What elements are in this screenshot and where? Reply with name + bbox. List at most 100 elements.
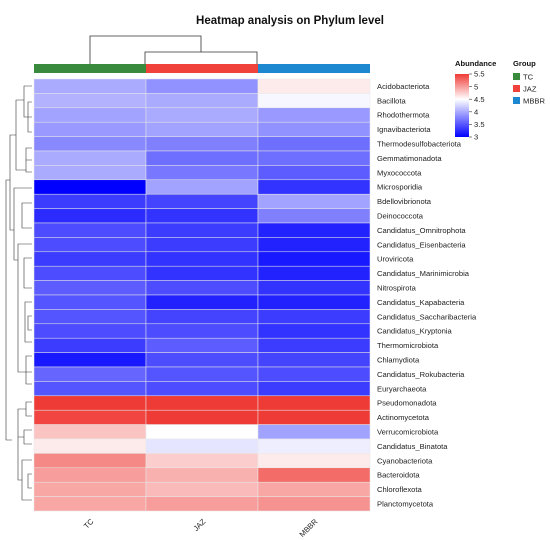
heatmap-cell	[33, 424, 147, 440]
column-dendrogram-outer	[89, 35, 202, 64]
row-label: Uroviricota	[377, 255, 414, 264]
heatmap-cell	[33, 165, 147, 181]
heatmap-cell	[145, 409, 259, 425]
column-labels: TC JAZ MBBR	[82, 517, 320, 539]
heatmap-cell	[145, 395, 259, 411]
heatmap-cell	[257, 179, 371, 195]
heatmap-cell	[145, 280, 259, 296]
heatmap-cell	[145, 150, 259, 166]
heatmap-cell	[33, 121, 147, 137]
heatmap-cell	[33, 309, 147, 325]
row-label: Nitrospirota	[377, 284, 417, 293]
heatmap-cell	[257, 381, 371, 397]
heatmap-cell	[145, 453, 259, 469]
row-label: Candidatus_Binatota	[377, 442, 448, 451]
heatmap-cell	[257, 294, 371, 310]
heatmap-cell	[257, 453, 371, 469]
row-label: Candidatus_Omnitrophota	[377, 226, 466, 235]
heatmap-cell	[145, 193, 259, 209]
abundance-tick-label: 3	[474, 133, 478, 142]
row-label: Actinomycetota	[377, 413, 430, 422]
heatmap-cell	[257, 438, 371, 454]
heatmap-cell	[257, 265, 371, 281]
row-label: Chlamydiota	[377, 356, 420, 365]
heatmap-cell	[257, 395, 371, 411]
heatmap-cell	[257, 409, 371, 425]
group-swatch-jaz	[513, 85, 520, 92]
row-label: Thermomicrobiota	[377, 341, 439, 350]
abundance-tick-label: 5	[474, 82, 478, 91]
row-label: Candidatus_Marinimicrobia	[377, 269, 470, 278]
heatmap-cell	[145, 265, 259, 281]
heatmap-cell	[257, 107, 371, 123]
heatmap-cell	[145, 165, 259, 181]
row-label: Gemmatimonadota	[377, 154, 442, 163]
heatmap-cell	[33, 222, 147, 238]
heatmap-cell	[257, 309, 371, 325]
heatmap-cell	[33, 93, 147, 109]
column-label: JAZ	[191, 517, 207, 533]
abundance-ticks: 5.5 5 4.5 4 3.5 3	[469, 70, 485, 142]
heatmap-cell	[145, 179, 259, 195]
column-label: TC	[82, 517, 96, 531]
heatmap-cell	[145, 107, 259, 123]
heatmap-cell	[257, 193, 371, 209]
heatmap-cell	[257, 424, 371, 440]
heatmap-cells	[33, 78, 371, 512]
heatmap-cell	[33, 409, 147, 425]
heatmap-cell	[33, 381, 147, 397]
heatmap-cell	[257, 467, 371, 483]
heatmap-cell	[33, 78, 147, 94]
heatmap-cell	[145, 251, 259, 267]
column-group-bar	[34, 64, 370, 73]
group-legend: Group TC JAZ MBBR	[513, 59, 545, 105]
heatmap-cell	[257, 208, 371, 224]
heatmap-cell	[145, 237, 259, 253]
heatmap-cell	[145, 323, 259, 339]
heatmap-cell	[33, 193, 147, 209]
heatmap-cell	[145, 352, 259, 368]
heatmap-cell	[257, 237, 371, 253]
heatmap-cell	[33, 237, 147, 253]
heatmap-cell	[33, 467, 147, 483]
abundance-legend-title: Abundance	[455, 59, 496, 68]
heatmap-cell	[145, 481, 259, 497]
abundance-color-bar	[455, 74, 469, 137]
row-dendrogram-bottom	[17, 401, 32, 501]
heatmap-cell	[257, 222, 371, 238]
row-labels: Acidobacteriota Bacillota Rhodothermota Ign…	[377, 82, 477, 509]
heatmap-cell	[257, 78, 371, 94]
abundance-tick-label: 5.5	[474, 70, 485, 79]
heatmap-cell	[145, 121, 259, 137]
group-swatch-tc	[513, 73, 520, 80]
heatmap-cell	[33, 179, 147, 195]
heatmap-cell	[33, 265, 147, 281]
heatmap-cell	[257, 93, 371, 109]
row-label: Pseudomonadota	[377, 399, 437, 408]
heatmap-cell	[145, 424, 259, 440]
heatmap-cell	[257, 251, 371, 267]
group-label-mbbr: MBBR	[523, 96, 545, 105]
heatmap-cell	[33, 251, 147, 267]
heatmap-cell	[33, 136, 147, 152]
heatmap-cell	[33, 481, 147, 497]
heatmap-cell	[33, 496, 147, 512]
heatmap-cell	[145, 136, 259, 152]
row-label: Candidatus_Rokubacteria	[377, 370, 465, 379]
group-label-tc: TC	[523, 72, 534, 81]
heatmap-cell	[145, 496, 259, 512]
heatmap-cell	[257, 481, 371, 497]
heatmap-cell	[257, 136, 371, 152]
heatmap-cell	[145, 93, 259, 109]
heatmap-cell	[145, 337, 259, 353]
row-label: Verrucomicrobiota	[377, 428, 439, 437]
row-label: Euryarchaeota	[377, 384, 427, 393]
row-label: Cyanobacteriota	[377, 456, 433, 465]
heatmap-cell	[145, 381, 259, 397]
group-swatch-mbbr	[513, 97, 520, 104]
abundance-tick-label: 3.5	[474, 120, 485, 129]
row-label: Planctomycetota	[377, 500, 434, 509]
group-bar-mbbr	[258, 64, 370, 73]
row-label: Bacteroidota	[377, 471, 420, 480]
column-dendrogram	[89, 35, 258, 64]
